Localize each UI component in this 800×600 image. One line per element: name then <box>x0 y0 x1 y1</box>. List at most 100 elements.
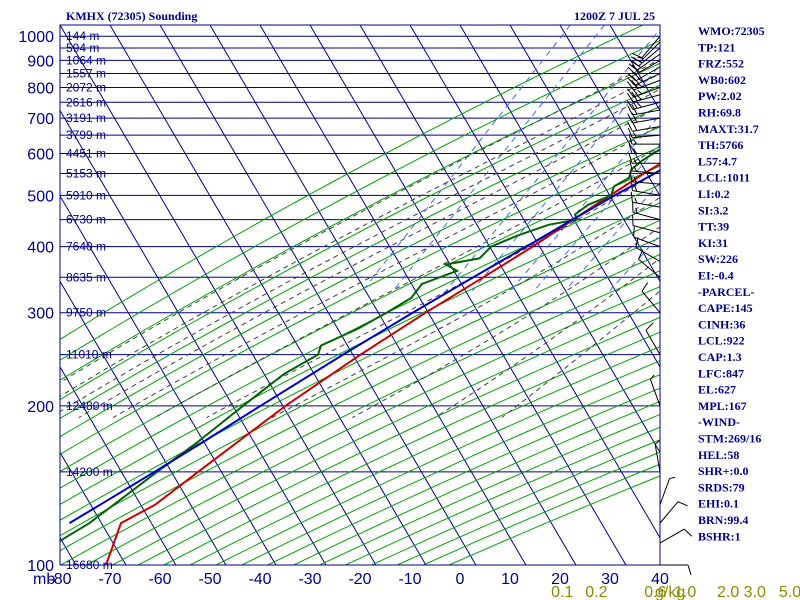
pressure-tick-label: 700 <box>27 111 54 128</box>
dry-adiabat-line <box>60 270 660 565</box>
wind-barb-shaft <box>635 66 661 82</box>
wind-barb-shaft <box>641 35 661 58</box>
wind-barb-flag <box>627 113 633 124</box>
moist-adiabat-line <box>60 58 660 384</box>
pressure-tick-label: 900 <box>27 53 54 70</box>
wind-barb-flag <box>627 105 633 116</box>
index-item: EL:627 <box>698 383 736 397</box>
wind-barb-flag <box>631 99 638 109</box>
index-item: SW:226 <box>698 252 738 266</box>
dry-adiabat-line <box>163 331 660 565</box>
index-item: RH:69.8 <box>698 106 741 120</box>
wind-barb-flag <box>631 86 639 96</box>
wind-barb <box>645 322 661 355</box>
wind-barb-flag <box>635 207 638 214</box>
index-item: MAXT:31.7 <box>698 122 759 136</box>
wind-barb-shaft <box>638 258 661 278</box>
index-item: SRDS:79 <box>698 480 745 494</box>
wind-barb-flag <box>637 56 644 60</box>
index-item: LI:0.2 <box>698 187 730 201</box>
height-label: 7640 m <box>66 240 106 254</box>
mixing-ratio-unit: g/kg <box>655 584 685 600</box>
temperature-tick-label: -10 <box>398 571 421 588</box>
wind-barb <box>632 215 661 234</box>
wind-barb <box>641 282 661 314</box>
temperature-tick-label: -60 <box>148 571 171 588</box>
height-label: 6730 m <box>66 213 106 227</box>
wind-barb-flag <box>637 89 643 95</box>
index-item: SI:3.2 <box>698 203 728 217</box>
wind-barb-shaft <box>638 47 661 67</box>
wind-barb-flag <box>631 112 638 123</box>
wind-barb-flag <box>627 88 635 98</box>
index-item: FRZ:552 <box>698 57 744 71</box>
wind-barb-shaft <box>633 86 661 98</box>
height-label: 9750 m <box>66 306 106 320</box>
wind-barb-flag <box>631 79 639 89</box>
index-item: SHR+:0.0 <box>698 464 749 478</box>
index-item: CINH:36 <box>698 317 745 331</box>
wind-barb <box>638 249 661 278</box>
moist-adiabat-line <box>60 88 660 413</box>
wind-barb-flag <box>637 95 642 101</box>
temperature-tick-label: 30 <box>601 571 619 588</box>
wind-barb-flag <box>633 148 637 154</box>
isotherm-grid <box>60 25 660 565</box>
wind-barb-shaft <box>632 125 661 132</box>
wind-barb-flag <box>628 153 633 164</box>
isotherm-line <box>259 25 577 565</box>
isotherm-line <box>309 25 627 565</box>
wind-barb <box>629 171 661 185</box>
wind-barb-flag <box>631 71 640 79</box>
wind-barb-flag <box>631 121 638 131</box>
wind-barb-shaft <box>632 190 661 196</box>
temperature-tick-label: -20 <box>348 571 371 588</box>
wind-barb-shaft <box>632 134 661 139</box>
pressure-tick-label: 1000 <box>18 29 54 46</box>
pressure-tick-label: 400 <box>27 240 54 257</box>
temperature-tick-labels: -80 -70 -60 -50 -40 -30 -20 -10 0 10 20 30 40 <box>48 571 669 588</box>
wind-barb-shaft <box>641 290 661 314</box>
wind-barb-shaft <box>634 73 661 86</box>
isotherm-line <box>60 280 227 565</box>
wind-barb-shaft <box>659 478 671 505</box>
wind-barb-shaft <box>649 379 661 406</box>
mixing-ratio-tick-label: 0.2 <box>585 584 607 600</box>
wind-barb-shaft <box>654 444 661 472</box>
mixing-ratio-line <box>510 113 660 292</box>
dry-adiabat-line <box>60 237 660 537</box>
index-item: WMO:72305 <box>698 24 765 38</box>
temperature-trace <box>105 162 660 565</box>
wind-barb-flag <box>629 171 633 182</box>
temperature-tick-label: 20 <box>551 571 569 588</box>
pressure-tick-label: 600 <box>27 147 54 164</box>
wind-barb <box>628 133 660 145</box>
wind-barb-flag <box>627 100 634 110</box>
mixing-ratio-line <box>609 234 660 292</box>
isotherm-line <box>359 25 660 539</box>
wind-barb-flag <box>632 56 643 64</box>
mixing-ratio-tick-label: 1.0 <box>674 584 696 600</box>
wind-barb-flag <box>634 197 638 204</box>
valid-time: 1200Z 7 JUL 25 <box>574 9 655 23</box>
index-item: STM:269/16 <box>698 432 761 446</box>
wind-barb-flag <box>645 322 654 331</box>
dry-adiabat-line <box>60 202 660 505</box>
temperature-tick-label: 40 <box>651 571 669 588</box>
mixing-ratio-tick-label: 0.1 <box>551 584 573 600</box>
station-title: KMHX (72305) Sounding <box>66 9 197 23</box>
dry-adiabat-line <box>112 301 660 565</box>
height-label: 5153 m <box>66 167 106 181</box>
dry-adiabat-line <box>60 146 660 455</box>
wind-barb-flag <box>627 73 637 82</box>
pressure-tick-label: 300 <box>27 306 54 323</box>
wind-barb-flag <box>632 60 642 68</box>
index-item: BSHR:1 <box>698 529 741 543</box>
index-item: LFC:847 <box>698 366 744 380</box>
dry-adiabat-line <box>60 84 660 401</box>
temperature-tick-label: -40 <box>248 571 271 588</box>
index-item: LCL:922 <box>698 334 745 348</box>
wind-barb <box>627 112 661 124</box>
wind-barb <box>659 476 676 505</box>
